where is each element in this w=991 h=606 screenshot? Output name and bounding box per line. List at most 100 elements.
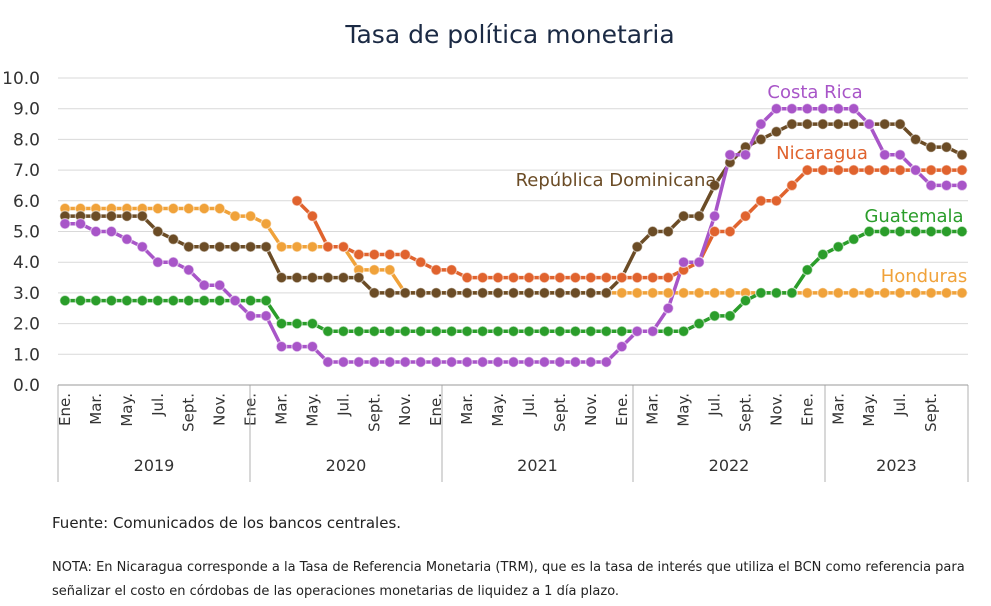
data-point — [863, 118, 875, 130]
data-point — [260, 241, 272, 253]
y-tick-label: 4.0 — [13, 253, 40, 273]
data-point — [244, 210, 257, 222]
data-point — [291, 340, 303, 353]
data-point — [244, 294, 257, 307]
data-point — [523, 271, 535, 284]
data-point — [260, 310, 272, 322]
data-point — [337, 325, 350, 338]
data-point — [399, 287, 411, 299]
data-point — [770, 102, 783, 115]
data-point — [863, 287, 875, 299]
data-point — [337, 241, 350, 253]
data-point — [291, 317, 303, 330]
data-point — [445, 356, 458, 368]
x-tick-label: Mar. — [273, 393, 291, 425]
data-point — [445, 287, 458, 299]
data-point — [275, 317, 288, 330]
data-point — [847, 233, 860, 245]
data-point — [90, 210, 102, 222]
data-point — [368, 287, 381, 299]
data-point — [507, 356, 520, 368]
data-point — [523, 287, 535, 299]
year-label: 2021 — [517, 456, 558, 475]
data-point — [538, 287, 551, 299]
data-point — [708, 210, 721, 222]
data-point — [476, 325, 489, 338]
data-point — [260, 294, 272, 307]
data-point — [59, 294, 71, 307]
data-point — [492, 287, 504, 299]
data-point — [847, 102, 860, 115]
data-point — [523, 325, 535, 338]
data-point — [74, 294, 87, 307]
data-point — [786, 179, 798, 192]
data-point — [198, 241, 210, 253]
year-label: 2022 — [709, 456, 750, 475]
data-point — [198, 202, 210, 215]
data-point — [801, 164, 814, 176]
data-point — [368, 264, 381, 276]
data-point — [755, 133, 767, 146]
x-tick-label: Mar. — [644, 393, 662, 425]
data-point — [121, 294, 133, 307]
data-point — [74, 218, 87, 230]
series-label: Honduras — [881, 266, 968, 287]
data-point — [816, 102, 829, 115]
data-point — [940, 225, 953, 238]
data-point — [615, 287, 628, 299]
data-point — [213, 279, 226, 291]
data-point — [909, 225, 922, 238]
year-label: 2023 — [876, 456, 917, 475]
data-point — [244, 310, 257, 322]
y-tick-label: 2.0 — [13, 315, 40, 335]
series-label: Guatemala — [864, 206, 963, 227]
y-tick-label: 9.0 — [13, 100, 40, 120]
x-tick-label: Ene. — [798, 393, 816, 426]
data-point — [229, 241, 241, 253]
data-point — [90, 294, 102, 307]
data-point — [940, 287, 953, 299]
data-point — [538, 356, 551, 368]
data-point — [786, 287, 798, 299]
data-point — [383, 325, 396, 338]
data-point — [275, 271, 288, 284]
data-point — [755, 195, 767, 207]
data-point — [755, 118, 767, 130]
data-point — [167, 233, 180, 245]
data-point — [693, 210, 705, 222]
x-tick-label: Nov. — [582, 393, 600, 426]
data-point — [291, 195, 303, 207]
data-point — [492, 356, 504, 368]
data-point — [229, 294, 241, 307]
data-point — [121, 210, 133, 222]
data-point — [708, 179, 721, 192]
data-point — [198, 294, 210, 307]
data-point — [461, 325, 473, 338]
data-point — [368, 356, 381, 368]
year-label: 2020 — [326, 456, 367, 475]
x-tick-label: Mar. — [458, 393, 476, 425]
data-point — [631, 325, 643, 338]
x-tick-label: Sept. — [365, 393, 383, 432]
series-labels: Costa Rica Nicaragua República Dominicana G… — [516, 82, 968, 287]
data-point — [430, 325, 442, 338]
data-point — [925, 179, 937, 192]
data-point — [368, 248, 381, 261]
data-point — [337, 356, 350, 368]
data-point — [414, 325, 427, 338]
data-point — [492, 271, 504, 284]
data-point — [507, 325, 520, 338]
data-point — [677, 210, 690, 222]
data-point — [909, 287, 922, 299]
data-point — [631, 287, 643, 299]
data-point — [476, 271, 489, 284]
y-tick-label: 0.0 — [13, 376, 40, 396]
data-point — [167, 202, 180, 215]
data-point — [461, 271, 473, 284]
data-point — [956, 149, 968, 161]
data-point — [956, 164, 968, 176]
data-point — [600, 271, 613, 284]
data-point — [816, 118, 829, 130]
x-tick-label: Jul. — [706, 393, 724, 417]
data-point — [832, 241, 845, 253]
